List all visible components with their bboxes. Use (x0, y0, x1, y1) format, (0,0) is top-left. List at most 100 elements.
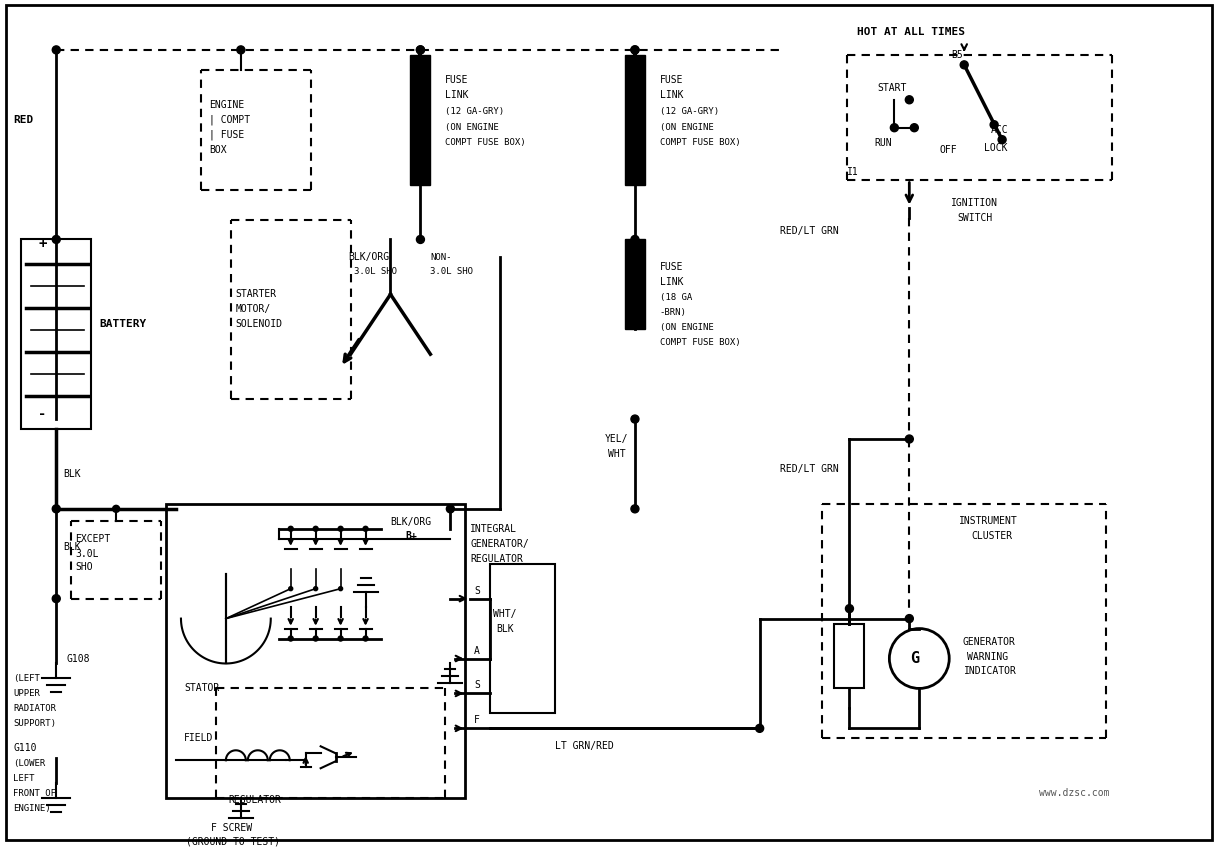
Text: BLK: BLK (63, 469, 80, 479)
Text: SUPPORT): SUPPORT) (13, 719, 56, 728)
Circle shape (960, 61, 968, 69)
Circle shape (845, 605, 854, 612)
Circle shape (363, 636, 368, 641)
Text: BLK: BLK (496, 623, 514, 634)
Circle shape (363, 526, 368, 531)
Text: B+: B+ (406, 531, 418, 540)
Text: (12 GA-GRY): (12 GA-GRY) (660, 108, 719, 116)
Text: 3.0L SHO: 3.0L SHO (430, 267, 474, 276)
Text: LINK: LINK (660, 90, 683, 100)
Text: FUSE: FUSE (660, 75, 683, 85)
Circle shape (289, 587, 292, 590)
Text: (ON ENGINE: (ON ENGINE (660, 123, 714, 132)
Text: COMPT FUSE BOX): COMPT FUSE BOX) (660, 138, 741, 147)
Text: REGULATOR: REGULATOR (470, 554, 524, 564)
Text: 3.0L SHO: 3.0L SHO (353, 267, 397, 276)
Text: COMPT FUSE BOX): COMPT FUSE BOX) (446, 138, 526, 147)
Circle shape (905, 435, 914, 443)
Circle shape (289, 526, 294, 531)
Text: (LEFT: (LEFT (13, 674, 40, 683)
Text: SWITCH: SWITCH (957, 213, 993, 223)
Text: BOX: BOX (209, 145, 227, 155)
Text: FRONT OF: FRONT OF (13, 789, 56, 798)
Circle shape (339, 587, 342, 590)
Text: STATOR: STATOR (184, 684, 219, 694)
Circle shape (446, 505, 454, 512)
Circle shape (890, 124, 899, 131)
Text: REGULATOR: REGULATOR (229, 795, 281, 805)
Text: INTEGRAL: INTEGRAL (470, 523, 518, 534)
Text: INDICATOR: INDICATOR (965, 667, 1017, 677)
Text: FUSE: FUSE (446, 75, 469, 85)
Bar (22, 240, 91, 429)
Text: INSTRUMENT: INSTRUMENT (960, 516, 1018, 526)
Text: COMPT FUSE BOX): COMPT FUSE BOX) (660, 338, 741, 346)
Circle shape (52, 595, 60, 602)
Circle shape (631, 46, 639, 54)
Text: www.dzsc.com: www.dzsc.com (1039, 789, 1110, 798)
Text: (GROUND TO TEST): (GROUND TO TEST) (186, 836, 280, 846)
Circle shape (631, 235, 639, 243)
Circle shape (52, 46, 60, 54)
Text: B5: B5 (951, 50, 963, 60)
Text: RADIATOR: RADIATOR (13, 704, 56, 713)
Bar (834, 623, 865, 689)
Text: FIELD: FIELD (184, 734, 213, 744)
Circle shape (313, 526, 318, 531)
Text: LINK: LINK (660, 277, 683, 287)
Circle shape (417, 46, 424, 54)
Text: ENGINE: ENGINE (209, 100, 244, 110)
Text: BATTERY: BATTERY (99, 319, 146, 329)
Text: RED/LT GRN: RED/LT GRN (780, 464, 838, 474)
Text: S: S (474, 680, 480, 690)
Circle shape (236, 46, 245, 54)
Text: 3.0L: 3.0L (76, 549, 99, 559)
Text: (ON ENGINE: (ON ENGINE (446, 123, 499, 132)
Text: (ON ENGINE: (ON ENGINE (660, 323, 714, 332)
Text: CLUSTER: CLUSTER (971, 531, 1012, 540)
Text: F: F (474, 716, 480, 725)
Circle shape (990, 121, 998, 129)
Circle shape (631, 505, 639, 512)
Circle shape (52, 505, 60, 512)
Text: LOCK: LOCK (984, 142, 1007, 152)
Text: SHO: SHO (76, 562, 93, 572)
Circle shape (289, 636, 294, 641)
Text: BLK/ORG: BLK/ORG (391, 517, 431, 527)
Text: G108: G108 (66, 654, 90, 663)
Circle shape (905, 615, 914, 623)
Text: EXCEPT: EXCEPT (76, 534, 111, 544)
Text: BLK/ORG: BLK/ORG (348, 252, 390, 263)
Text: NON-: NON- (430, 253, 452, 262)
Bar (625, 240, 644, 329)
Text: RED: RED (13, 114, 34, 125)
Text: LINK: LINK (446, 90, 469, 100)
Text: F SCREW: F SCREW (211, 823, 252, 833)
Text: WARNING: WARNING (967, 651, 1009, 662)
Circle shape (905, 96, 914, 104)
Text: S: S (474, 585, 480, 595)
Circle shape (755, 724, 764, 733)
Bar (625, 55, 644, 185)
Text: -: - (38, 407, 46, 421)
Circle shape (339, 526, 343, 531)
Circle shape (417, 46, 424, 54)
Text: WHT/: WHT/ (493, 609, 516, 618)
Text: (12 GA-GRY): (12 GA-GRY) (446, 108, 504, 116)
Text: YEL/: YEL/ (605, 434, 628, 444)
Text: (18 GA: (18 GA (660, 293, 692, 302)
Bar (166, 504, 465, 798)
Text: +: + (38, 237, 46, 252)
Text: I1: I1 (848, 167, 859, 177)
Text: SOLENOID: SOLENOID (236, 319, 283, 329)
Text: RUN: RUN (875, 138, 892, 147)
Circle shape (52, 235, 60, 243)
Text: GENERATOR: GENERATOR (962, 637, 1015, 646)
Circle shape (339, 636, 343, 641)
Text: FUSE: FUSE (660, 263, 683, 273)
Text: (LOWER: (LOWER (13, 759, 45, 767)
Text: HOT AT ALL TIMES: HOT AT ALL TIMES (857, 27, 966, 37)
Text: ENGINE): ENGINE) (13, 804, 51, 812)
Text: OFF: OFF (939, 145, 957, 155)
Text: MOTOR/: MOTOR/ (236, 304, 272, 314)
